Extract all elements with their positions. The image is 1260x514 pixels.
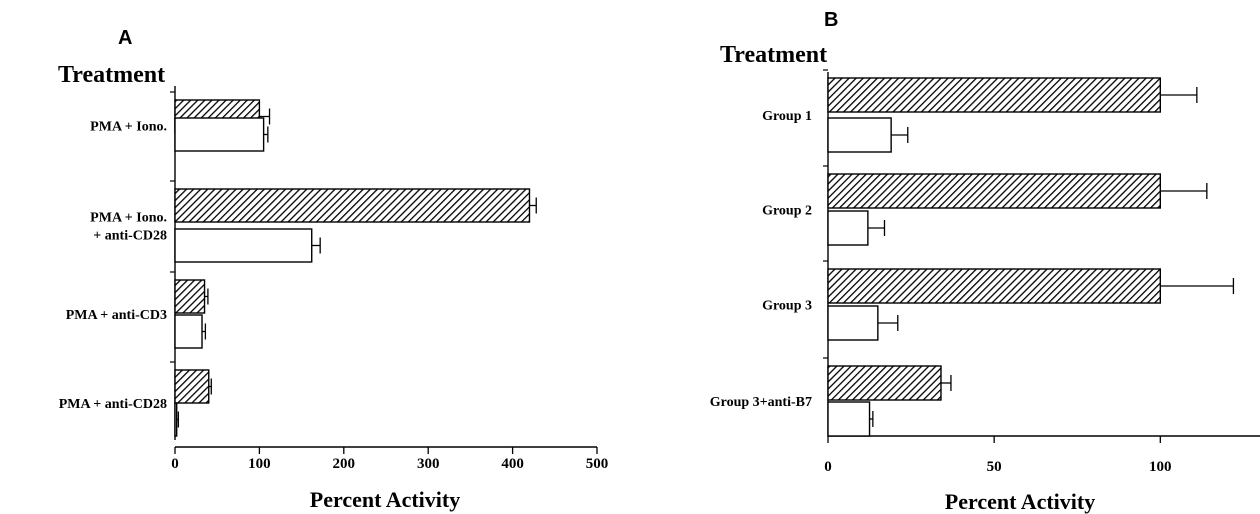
panel-b-letter: B xyxy=(824,9,838,31)
p1-bar-hatched-3 xyxy=(827,365,942,401)
panel-b-y-title: Treatment xyxy=(720,42,827,68)
p1-category-label-3: Group 3+anti-B7 xyxy=(710,395,812,410)
p0-bar-open-2 xyxy=(174,314,203,349)
p1-x-tick-label-1: 50 xyxy=(987,459,1002,475)
p0-category-label-1: PMA + Iono. + anti-CD28 xyxy=(90,211,167,244)
p0-bar-open-0 xyxy=(174,117,265,152)
p1-bar-open-2 xyxy=(827,305,879,341)
p0-x-tick-label-1: 100 xyxy=(248,456,271,472)
p0-bar-open-1 xyxy=(174,228,313,263)
p1-x-tick-label-0: 0 xyxy=(824,459,832,475)
p0-x-tick-label-3: 300 xyxy=(417,456,440,472)
panel-a-chart: 0 100 200 300 400 500 PMA + Iono. PMA + Iono. + … xyxy=(59,86,609,472)
p1-bar-hatched-1 xyxy=(827,173,1162,209)
panel-a-x-title: Percent Activity xyxy=(310,487,460,512)
p1-category-label-2: Group 3 xyxy=(762,299,812,314)
p0-category-label-0: PMA + Iono. xyxy=(90,120,167,135)
p0-category-label-3: PMA + anti-CD28 xyxy=(59,397,167,412)
panel-a-letter: A xyxy=(118,27,132,49)
p1-bar-open-3 xyxy=(827,401,871,437)
p1-bar-open-1 xyxy=(827,210,869,246)
p0-category-label-2: PMA + anti-CD3 xyxy=(66,308,167,323)
p0-x-tick-label-0: 0 xyxy=(171,456,179,472)
p0-bar-hatched-3 xyxy=(174,369,210,404)
p0-x-tick-label-5: 500 xyxy=(586,456,609,472)
p0-bar-hatched-1 xyxy=(174,188,531,223)
panel-b-x-title: Percent Activity xyxy=(945,489,1095,514)
p1-category-label-1: Group 2 xyxy=(762,204,812,219)
p1-category-label-0: Group 1 xyxy=(762,109,812,124)
panel-b-chart: 0 50 100 Group 1 Group 2 Group 3 Group 3+anti-… xyxy=(710,69,1260,475)
p1-bar-hatched-2 xyxy=(827,268,1162,304)
panel-a-y-title: Treatment xyxy=(58,62,165,88)
p0-x-tick-label-2: 200 xyxy=(333,456,356,472)
p1-bar-hatched-0 xyxy=(827,77,1162,113)
p0-bar-open-3 xyxy=(174,402,178,437)
p1-bar-open-0 xyxy=(827,117,892,153)
p0-x-tick-label-4: 400 xyxy=(501,456,524,472)
p1-x-tick-label-2: 100 xyxy=(1149,459,1172,475)
p0-bar-hatched-2 xyxy=(174,279,206,314)
